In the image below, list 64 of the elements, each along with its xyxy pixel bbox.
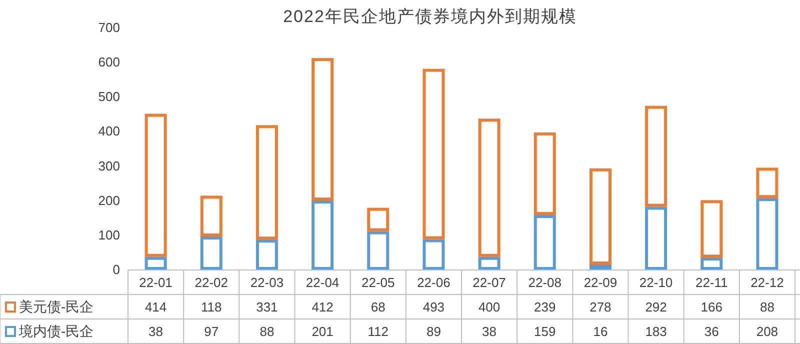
bar	[589, 168, 612, 264]
x-tick-label: 22-03	[250, 275, 284, 290]
data-label: 278	[590, 300, 612, 314]
data-label: 118	[201, 300, 222, 314]
data-label: 16	[593, 324, 608, 339]
data-label: 239	[534, 300, 556, 314]
x-tick-label: 22-10	[639, 275, 673, 290]
x-tick-label: 22-04	[306, 275, 340, 290]
chart-title: 2022年民企地产债券境内外到期规模	[283, 7, 577, 26]
data-label: 412	[312, 300, 334, 314]
legend-label: 美元债-民企	[19, 298, 94, 314]
data-label: 159	[534, 324, 556, 339]
bar	[645, 206, 668, 270]
bar	[645, 106, 668, 207]
x-tick-label: 22-08	[528, 275, 562, 290]
axis-y: 0 100 200 300 400 500 600 700	[98, 20, 120, 277]
bar	[700, 258, 723, 270]
data-label: 68	[370, 300, 386, 314]
data-label: 38	[148, 324, 164, 339]
bar	[756, 168, 778, 198]
data-label: 89	[426, 324, 441, 339]
data-label: 183	[645, 324, 667, 339]
data-label: 414	[144, 300, 167, 314]
bar	[422, 239, 445, 270]
legend-label: 境内债-民企	[18, 323, 94, 339]
bar	[256, 240, 278, 270]
x-tick-label: 22-02	[194, 275, 228, 290]
bar	[200, 196, 222, 236]
x-tick-label: 22-01	[139, 275, 172, 290]
bar	[478, 256, 500, 270]
x-tick-label: 22-06	[417, 275, 450, 290]
bar	[312, 200, 334, 270]
data-label: 166	[700, 300, 722, 314]
data-label: 292	[645, 300, 667, 314]
data-label: 36	[704, 324, 719, 339]
data-label: 400	[478, 300, 500, 314]
data-label: 88	[260, 324, 274, 339]
data-label: 208	[756, 324, 778, 339]
bar	[312, 58, 334, 201]
bar	[534, 132, 556, 216]
bar	[478, 118, 500, 257]
bar	[534, 215, 556, 270]
bar	[589, 264, 612, 270]
x-tick-label: 22-11	[695, 275, 728, 290]
bar	[367, 231, 390, 270]
x-tick-label: 22-07	[472, 275, 506, 290]
bar	[367, 208, 390, 232]
bar	[256, 125, 278, 240]
bar	[700, 200, 723, 258]
data-label: 331	[256, 300, 278, 314]
bar	[144, 114, 167, 257]
data-label: 493	[422, 300, 445, 314]
x-tick-label: 22-05	[362, 275, 395, 290]
bar	[422, 68, 445, 240]
bar	[200, 236, 222, 270]
data-label: 88	[760, 300, 774, 314]
x-tick-label: 22-12	[750, 275, 784, 290]
bar	[144, 256, 167, 270]
bar	[756, 198, 778, 270]
x-tick-label: 22-09	[584, 275, 618, 290]
data-label: 112	[368, 324, 388, 339]
data-label: 201	[312, 324, 334, 339]
data-label: 38	[482, 324, 497, 339]
data-label: 97	[204, 324, 219, 339]
